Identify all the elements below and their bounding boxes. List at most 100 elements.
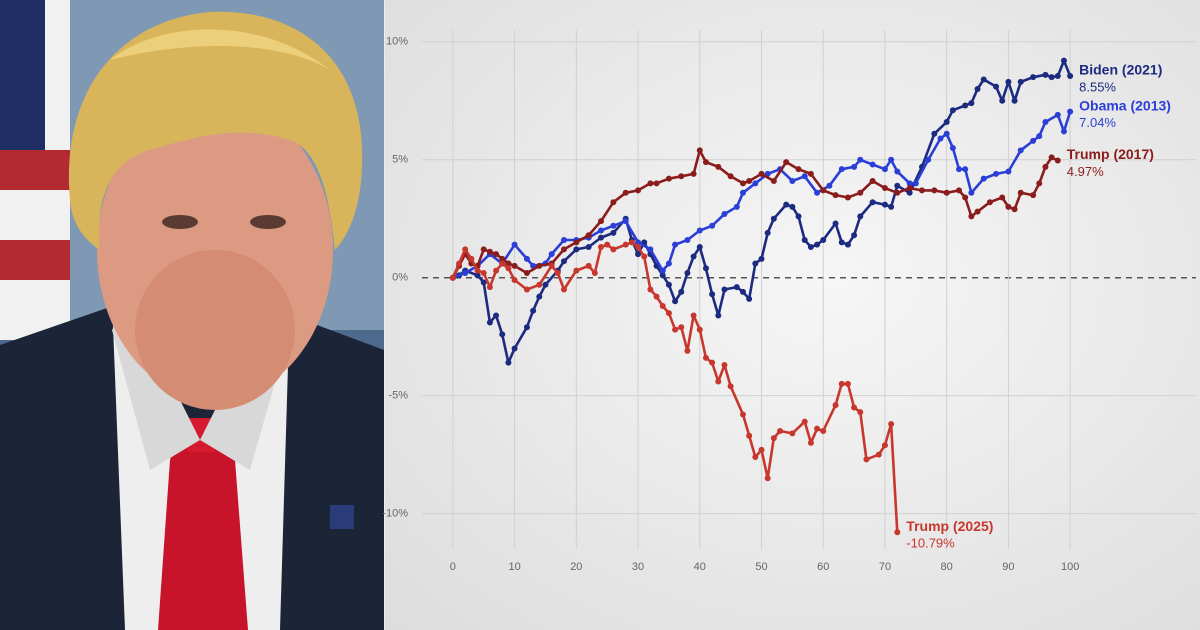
data-point xyxy=(758,170,765,177)
data-point xyxy=(789,203,796,210)
data-point xyxy=(943,119,950,126)
data-point xyxy=(480,246,487,253)
series-label: Trump (2017) xyxy=(1067,146,1154,162)
data-point xyxy=(739,189,746,196)
data-point xyxy=(678,324,685,331)
data-point xyxy=(838,239,845,246)
data-point xyxy=(456,260,463,267)
data-point xyxy=(814,189,821,196)
data-point xyxy=(974,85,981,92)
data-point xyxy=(604,241,611,248)
data-point xyxy=(777,428,784,435)
data-point xyxy=(869,177,876,184)
data-point xyxy=(888,203,895,210)
data-point xyxy=(1042,163,1049,170)
data-point xyxy=(962,166,969,173)
data-point xyxy=(480,279,487,286)
data-point xyxy=(912,180,919,187)
data-point xyxy=(752,180,759,187)
data-point xyxy=(844,380,851,387)
data-point xyxy=(585,262,592,269)
data-point xyxy=(696,244,703,251)
y-tick-label: 10% xyxy=(386,36,408,48)
chart-background xyxy=(385,0,1200,630)
data-point xyxy=(684,269,691,276)
data-point xyxy=(1011,206,1018,213)
data-point xyxy=(542,281,549,288)
data-point xyxy=(560,286,567,293)
data-point xyxy=(511,241,518,248)
data-point xyxy=(672,241,679,248)
data-point xyxy=(715,163,722,170)
end-value-label: 8.55% xyxy=(1079,79,1116,94)
data-point xyxy=(807,439,814,446)
data-point xyxy=(881,166,888,173)
data-point xyxy=(536,281,543,288)
data-point xyxy=(665,260,672,267)
data-point xyxy=(931,130,938,137)
data-point xyxy=(746,177,753,184)
data-point xyxy=(598,227,605,234)
data-point xyxy=(894,168,901,175)
data-point xyxy=(943,130,950,137)
data-point xyxy=(875,451,882,458)
data-point xyxy=(610,229,617,236)
data-point xyxy=(869,199,876,206)
data-point xyxy=(1060,128,1067,135)
data-point xyxy=(1060,57,1067,64)
data-point xyxy=(678,173,685,180)
data-point xyxy=(814,425,821,432)
data-point xyxy=(480,269,487,276)
data-point xyxy=(999,97,1006,104)
data-point xyxy=(980,175,987,182)
data-point xyxy=(739,288,746,295)
data-point xyxy=(931,187,938,194)
data-point xyxy=(1017,78,1024,85)
data-point xyxy=(474,272,481,279)
data-point xyxy=(462,269,469,276)
data-point xyxy=(573,267,580,274)
data-point xyxy=(894,182,901,189)
data-point xyxy=(690,253,697,260)
data-point xyxy=(536,293,543,300)
data-point xyxy=(659,272,666,279)
y-tick-label: -5% xyxy=(388,390,408,402)
data-point xyxy=(857,409,864,416)
data-point xyxy=(622,218,629,225)
data-point xyxy=(505,260,512,267)
data-point xyxy=(807,244,814,251)
data-point xyxy=(949,107,956,114)
end-value-label: 4.97% xyxy=(1067,164,1104,179)
data-point xyxy=(752,260,759,267)
data-point xyxy=(770,435,777,442)
data-point xyxy=(838,166,845,173)
data-point xyxy=(943,189,950,196)
data-point xyxy=(826,182,833,189)
data-point xyxy=(968,189,975,196)
data-point xyxy=(573,239,580,246)
data-point xyxy=(1005,78,1012,85)
data-point xyxy=(647,180,654,187)
series-line xyxy=(452,111,1072,279)
data-point xyxy=(894,189,901,196)
data-point xyxy=(758,446,765,453)
data-point xyxy=(1048,154,1055,161)
data-point xyxy=(702,159,709,166)
data-point xyxy=(560,236,567,243)
data-point xyxy=(801,418,808,425)
data-point xyxy=(801,173,808,180)
data-point xyxy=(659,267,666,274)
data-point xyxy=(838,380,845,387)
data-point xyxy=(486,319,493,326)
data-point xyxy=(1030,137,1037,144)
data-point xyxy=(807,170,814,177)
data-point xyxy=(598,218,605,225)
data-point xyxy=(962,194,969,201)
data-point xyxy=(635,251,642,258)
data-point xyxy=(764,475,771,482)
data-point xyxy=(684,347,691,354)
data-point xyxy=(635,187,642,194)
data-point xyxy=(560,258,567,265)
data-point xyxy=(1030,74,1037,81)
data-point xyxy=(727,173,734,180)
